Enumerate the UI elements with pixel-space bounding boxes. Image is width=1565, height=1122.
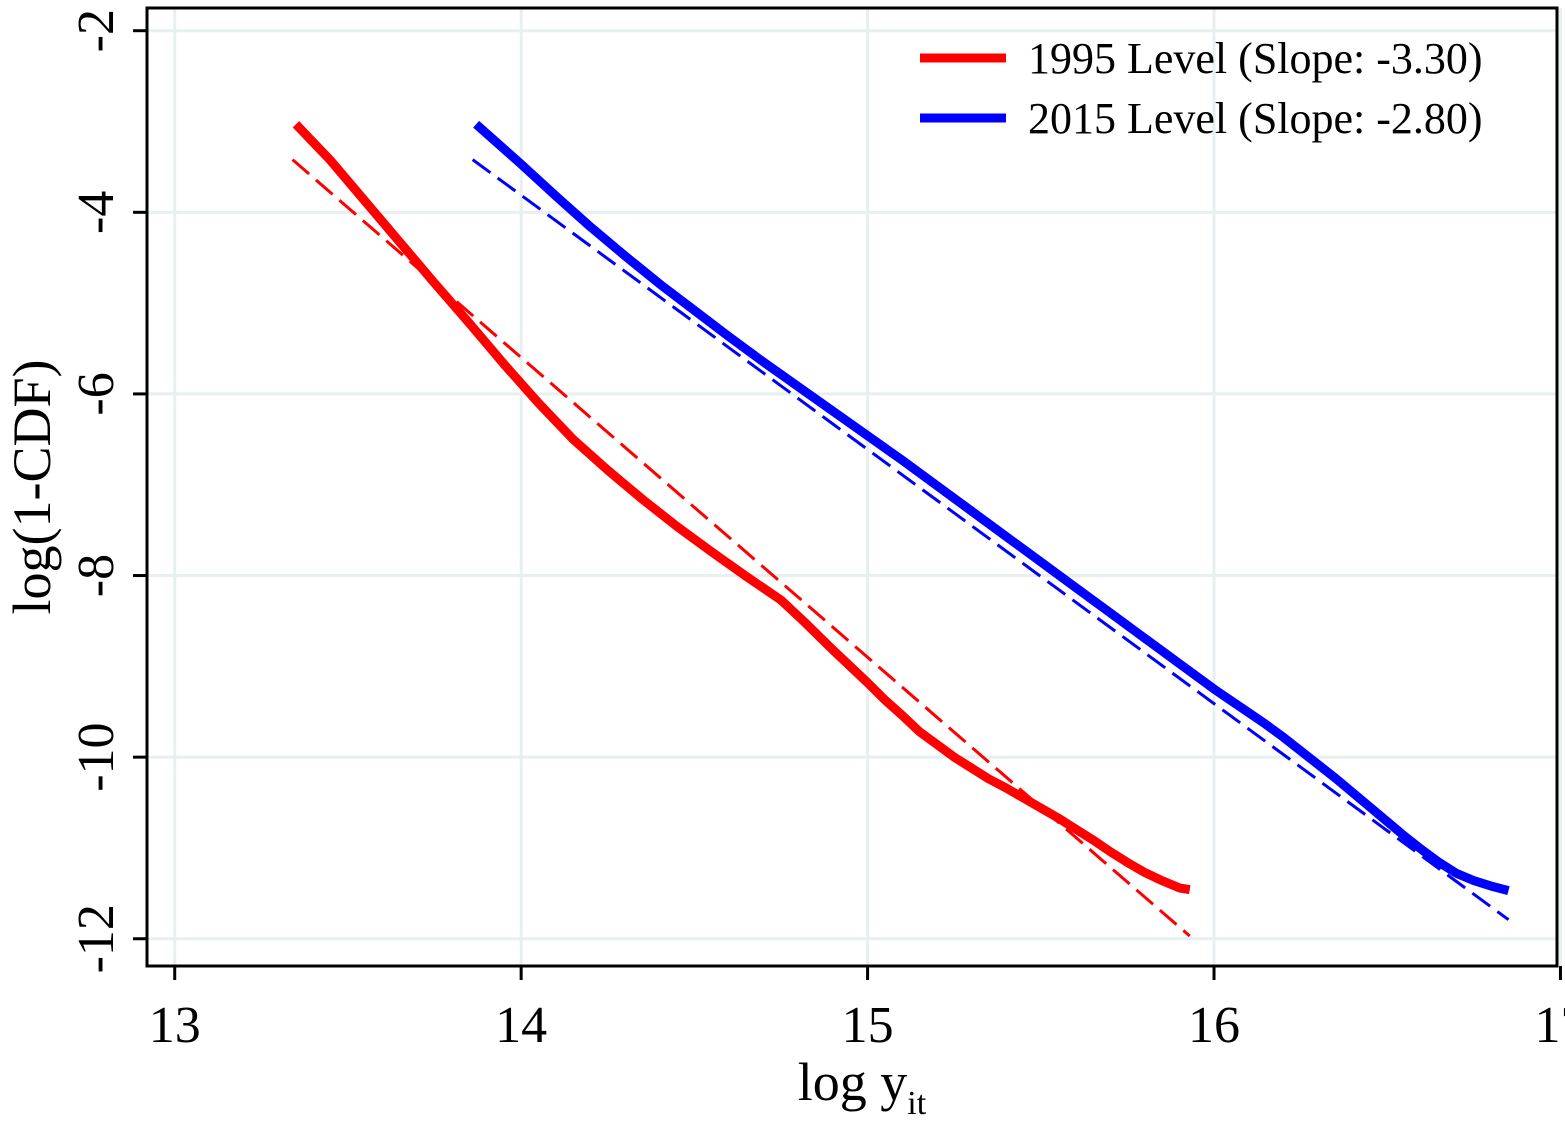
- y-tick-label: -10: [68, 722, 125, 791]
- series-line: [292, 121, 1191, 895]
- legend: 1995 Level (Slope: -3.30) 2015 Level (Slo…: [920, 34, 1483, 143]
- x-tick-label: 17: [1534, 997, 1565, 1054]
- legend-label: 2015 Level (Slope: -2.80): [1028, 94, 1483, 143]
- y-tick-label: -2: [68, 9, 125, 52]
- legend-label: 1995 Level (Slope: -3.30): [1028, 34, 1483, 83]
- grid: [147, 8, 1562, 966]
- x-tick-label: 14: [495, 997, 547, 1054]
- x-tick-label: 16: [1188, 997, 1240, 1054]
- fit-line: [471, 158, 1510, 921]
- plot-frame: [145, 6, 1559, 968]
- data-series: [292, 120, 1510, 895]
- x-axis-label: log yit: [798, 1052, 927, 1122]
- x-axis-label-subscript: it: [907, 1085, 926, 1122]
- x-axis-label-main: log y: [798, 1052, 908, 1112]
- y-axis-label: log(1-CDF): [2, 360, 62, 615]
- y-tick-label: -4: [68, 191, 125, 234]
- y-tick-label: -8: [68, 554, 125, 597]
- x-tick-label: 15: [842, 997, 894, 1054]
- x-axis-ticks: 13 14 15 16 17: [149, 966, 1565, 1054]
- fit-lines: [291, 158, 1510, 938]
- series-line: [473, 120, 1510, 895]
- x-tick-label: 13: [149, 997, 201, 1054]
- y-tick-label: -12: [68, 904, 125, 973]
- y-tick-label: -6: [68, 372, 125, 415]
- y-axis-ticks: -2 -4 -6 -8 -10 -12: [68, 9, 147, 973]
